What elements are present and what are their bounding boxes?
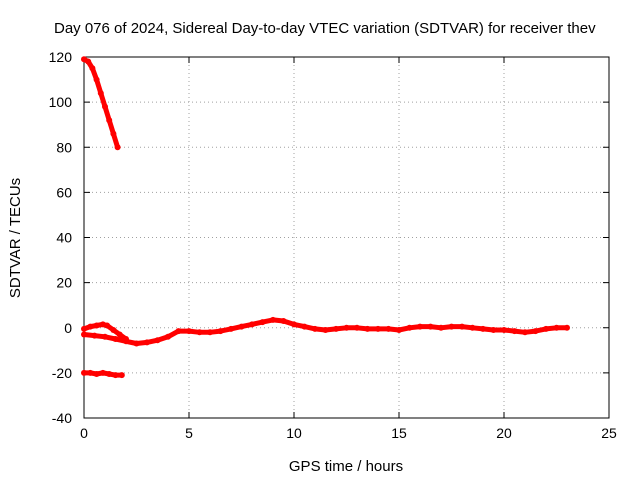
data-point xyxy=(322,327,329,333)
data-point xyxy=(87,323,94,330)
data-point xyxy=(469,324,476,331)
data-point xyxy=(102,103,108,110)
data-point xyxy=(375,325,381,332)
data-point xyxy=(511,328,518,335)
x-tick-label: 10 xyxy=(286,425,302,441)
data-point xyxy=(81,369,87,376)
y-tick-label: 120 xyxy=(49,49,73,65)
data-point xyxy=(110,327,117,333)
x-tick-label: 25 xyxy=(601,425,617,441)
data-point xyxy=(238,323,245,330)
data-point xyxy=(343,324,350,331)
data-point xyxy=(93,322,100,329)
y-axis-title: SDTVAR / TECUs xyxy=(7,178,24,298)
series-descending-branch xyxy=(81,56,121,151)
data-point xyxy=(97,90,104,97)
data-point xyxy=(93,371,100,377)
data-point xyxy=(354,324,360,331)
data-point xyxy=(427,323,434,330)
data-point xyxy=(543,325,549,332)
data-point xyxy=(438,324,444,331)
data-point xyxy=(333,325,339,332)
data-point xyxy=(364,325,371,332)
data-point xyxy=(102,333,108,340)
data-point xyxy=(228,325,234,332)
data-point xyxy=(110,130,117,137)
y-tick-label: -20 xyxy=(52,365,72,381)
data-point xyxy=(112,336,119,342)
x-tick-label: 15 xyxy=(391,425,407,441)
data-point xyxy=(144,339,150,346)
data-point xyxy=(114,144,121,151)
data-point xyxy=(123,338,129,345)
data-point xyxy=(106,117,113,124)
data-point xyxy=(522,329,528,336)
data-point xyxy=(249,321,255,328)
x-tick-label: 0 xyxy=(80,425,88,441)
data-point xyxy=(501,327,507,333)
data-point xyxy=(112,372,119,379)
data-point xyxy=(312,325,318,332)
ticks xyxy=(83,56,610,419)
data-point xyxy=(406,324,413,331)
data-point xyxy=(291,321,297,328)
chart-title: Day 076 of 2024, Sidereal Day-to-day VTE… xyxy=(54,20,596,37)
tick-labels: 0 5 10 15 20 25 -40 -20 0 20 40 60 80 100 120 xyxy=(49,49,617,441)
data-point xyxy=(564,324,570,331)
data-point xyxy=(81,331,87,338)
y-tick-label: 0 xyxy=(64,320,72,336)
series-lower-branch xyxy=(81,369,125,379)
data-point xyxy=(280,318,287,324)
y-tick-label: 80 xyxy=(56,139,72,155)
data-point xyxy=(396,327,402,333)
data-point xyxy=(480,325,486,332)
data-point xyxy=(207,329,213,336)
data-point xyxy=(87,369,94,376)
data-point xyxy=(106,371,113,377)
data-point xyxy=(186,328,192,335)
data-point xyxy=(417,323,423,330)
data-point xyxy=(385,325,392,332)
grid xyxy=(84,57,609,418)
y-tick-label: 60 xyxy=(56,184,72,200)
y-tick-label: -40 xyxy=(52,410,72,426)
data-point xyxy=(154,337,161,344)
data-point xyxy=(116,331,123,338)
y-tick-label: 100 xyxy=(49,94,73,110)
x-tick-label: 20 xyxy=(496,425,512,441)
data-point xyxy=(99,369,106,376)
data-point xyxy=(448,323,455,330)
data-point xyxy=(89,65,96,72)
data-point xyxy=(217,328,224,335)
data-point xyxy=(104,322,111,329)
series-layer xyxy=(81,56,570,379)
data-point xyxy=(175,328,182,335)
data-point xyxy=(301,323,308,330)
data-point xyxy=(459,323,465,330)
data-point xyxy=(91,332,98,339)
y-tick-label: 40 xyxy=(56,230,72,246)
y-tick-label: 20 xyxy=(56,275,72,291)
x-tick-label: 5 xyxy=(185,425,193,441)
data-point xyxy=(81,325,87,332)
data-point xyxy=(532,328,539,335)
data-point xyxy=(93,76,100,83)
plot-frame xyxy=(83,56,610,419)
data-point xyxy=(165,333,171,340)
data-point xyxy=(85,58,92,65)
data-point xyxy=(196,329,203,336)
x-axis-title: GPS time / hours xyxy=(289,458,403,475)
data-point xyxy=(118,372,125,379)
series-main-trace xyxy=(81,316,570,347)
data-point xyxy=(553,324,560,331)
data-point xyxy=(490,327,497,333)
data-point xyxy=(133,340,140,347)
data-point xyxy=(270,316,276,323)
data-point xyxy=(259,319,266,326)
